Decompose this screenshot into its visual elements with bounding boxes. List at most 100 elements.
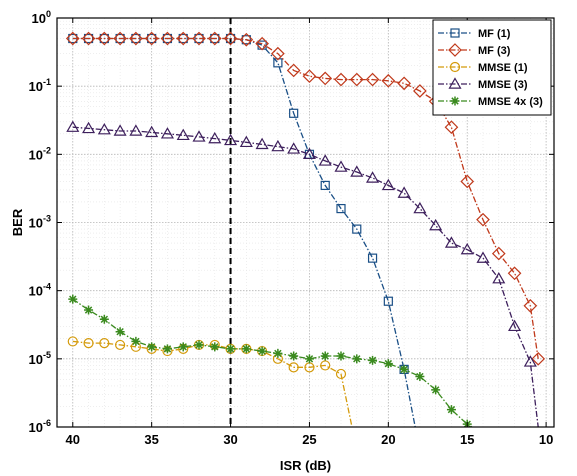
triangle-marker xyxy=(192,130,206,142)
circle-marker xyxy=(288,362,299,373)
x-tick-label: 15 xyxy=(460,432,474,447)
asterisk-marker xyxy=(273,348,283,358)
y-axis-label: BER xyxy=(10,208,25,236)
y-tick-label: 100 xyxy=(32,9,51,26)
diamond-marker xyxy=(531,351,546,366)
diamond-marker xyxy=(507,266,522,281)
triangle-marker xyxy=(366,171,380,183)
diamond-marker xyxy=(381,73,396,88)
legend: MF (1) MF (3) MMSE (1) MMSE (3) MMSE 4x (3) xyxy=(432,19,552,116)
asterisk-marker xyxy=(68,294,78,304)
triangle-marker xyxy=(239,135,253,148)
triangle-marker xyxy=(381,178,395,191)
diamond-marker xyxy=(81,31,96,46)
triangle-marker xyxy=(413,201,427,214)
triangle-marker xyxy=(476,251,490,263)
diamond-marker xyxy=(460,174,475,189)
asterisk-marker xyxy=(115,327,125,337)
triangle-marker xyxy=(302,147,316,160)
diamond-marker xyxy=(302,69,317,84)
asterisk-marker xyxy=(446,405,456,415)
triangle-marker xyxy=(460,242,474,255)
y-tick-label: 10-1 xyxy=(29,77,51,94)
diamond-marker xyxy=(413,84,427,98)
y-tick-label-exponent: 0 xyxy=(46,9,51,19)
diamond-marker xyxy=(318,71,333,86)
triangle-marker xyxy=(523,355,537,367)
y-tick-label-exponent: -1 xyxy=(43,77,51,87)
x-tick-label: 35 xyxy=(144,432,158,447)
square-marker xyxy=(450,28,460,38)
diamond-marker xyxy=(286,63,301,78)
asterisk-marker xyxy=(450,96,460,106)
triangle-marker xyxy=(160,127,174,139)
diamond-marker xyxy=(448,43,462,57)
diamond-marker xyxy=(365,72,380,87)
y-tick-label-base: 10 xyxy=(32,11,46,26)
diamond-marker xyxy=(65,31,80,46)
diamond-marker xyxy=(271,46,285,61)
x-tick-label: 40 xyxy=(66,432,80,447)
y-tick-label-base: 10 xyxy=(29,352,43,367)
triangle-marker xyxy=(224,133,238,146)
legend-label: MF (3) xyxy=(478,45,511,57)
ticks: 40 35 30 25 20 15 1010-610-510-410-310-210-110… xyxy=(29,9,554,447)
diamond-marker xyxy=(491,246,506,261)
y-tick-label-base: 10 xyxy=(29,216,43,231)
triangle-marker xyxy=(255,137,269,150)
y-tick-label-base: 10 xyxy=(29,147,43,162)
square-marker xyxy=(336,203,346,214)
diamond-marker xyxy=(160,31,175,46)
diamond-marker xyxy=(97,31,112,46)
square-marker xyxy=(367,253,378,263)
triangle-marker xyxy=(444,236,458,248)
triangle-marker xyxy=(508,319,522,332)
triangle-marker xyxy=(82,121,96,134)
asterisk-marker xyxy=(352,354,362,364)
asterisk-marker xyxy=(383,359,393,369)
diamond-marker xyxy=(476,212,490,227)
triangle-marker xyxy=(129,124,143,136)
circle-marker xyxy=(115,339,126,351)
y-tick-label-exponent: -2 xyxy=(43,145,51,155)
asterisk-marker xyxy=(415,372,425,382)
legend-item: MMSE 4x (3) xyxy=(438,96,543,108)
x-axis-label: ISR (dB) xyxy=(280,458,331,473)
asterisk-marker xyxy=(226,344,236,354)
asterisk-marker xyxy=(131,336,141,346)
legend-label: MMSE (1) xyxy=(478,62,528,74)
series-group xyxy=(65,31,546,427)
circle-marker xyxy=(99,338,110,349)
y-tick-label-base: 10 xyxy=(29,420,43,435)
asterisk-marker xyxy=(368,355,378,365)
legend-label: MMSE (3) xyxy=(478,79,528,91)
legend-label: MF (1) xyxy=(478,28,511,40)
series-4 xyxy=(68,294,473,427)
triangle-marker xyxy=(429,218,443,231)
triangle-marker xyxy=(176,128,190,141)
legend-label: MMSE 4x (3) xyxy=(478,96,543,108)
circle-marker xyxy=(449,61,461,73)
asterisk-marker xyxy=(304,354,314,364)
y-tick-label-exponent: -3 xyxy=(43,214,51,224)
square-marker xyxy=(289,108,299,118)
asterisk-marker xyxy=(162,344,172,354)
triangle-marker xyxy=(287,142,301,154)
asterisk-marker xyxy=(99,314,109,324)
y-tick-label-exponent: -4 xyxy=(43,282,51,292)
y-tick-label: 10-2 xyxy=(29,145,51,162)
diamond-marker xyxy=(255,36,269,51)
y-tick-label-base: 10 xyxy=(29,284,43,299)
y-tick-label: 10-5 xyxy=(29,350,51,367)
triangle-marker xyxy=(318,154,332,166)
series-1 xyxy=(65,31,546,366)
asterisk-marker xyxy=(257,346,267,356)
circle-marker xyxy=(335,368,347,380)
x-tick-label: 30 xyxy=(223,432,237,447)
diamond-marker xyxy=(334,72,348,87)
y-tick-label-exponent: -6 xyxy=(43,418,51,428)
legend-item: MMSE (1) xyxy=(438,61,528,74)
x-tick-label: 25 xyxy=(302,432,316,447)
legend-item: MF (1) xyxy=(438,28,511,40)
